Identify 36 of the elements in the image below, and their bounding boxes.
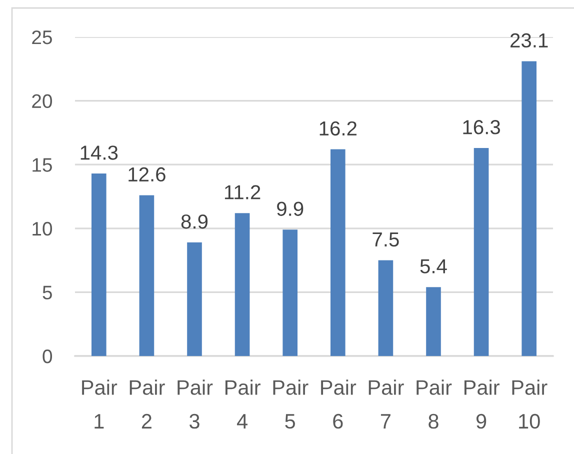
x-tick-label: Pair 8 — [416, 380, 452, 429]
bar — [139, 195, 154, 356]
x-tick-label: Pair 5 — [273, 380, 308, 429]
x-tick-label: Pair 2 — [130, 380, 165, 428]
data-label: 16.3 — [463, 120, 500, 134]
x-tick-label: Pair 7 — [368, 380, 404, 428]
y-tick-label: 5 — [42, 286, 52, 300]
x-tick-label: Pair 6 — [321, 380, 356, 429]
bar — [234, 213, 250, 356]
bar — [474, 148, 489, 356]
data-label: 14.3 — [80, 146, 118, 160]
bar — [91, 174, 106, 356]
data-label: 11.2 — [224, 185, 260, 200]
data-label: 16.2 — [320, 121, 356, 136]
data-label: 8.9 — [181, 214, 208, 229]
data-label: 7.5 — [372, 232, 399, 247]
x-tick-label: Pair 4 — [225, 380, 260, 428]
x-tick-label: Pair 3 — [178, 380, 213, 429]
data-label: 12.6 — [128, 167, 166, 182]
bar — [282, 230, 298, 356]
bar — [378, 260, 394, 356]
bar — [187, 242, 202, 356]
y-tick-label: 15 — [32, 158, 52, 172]
x-tick-label: Pair 9 — [464, 380, 500, 429]
y-tick-label: 10 — [32, 222, 52, 236]
y-tick-label: 25 — [32, 30, 52, 44]
y-tick-label: 20 — [32, 94, 52, 108]
y-tick-label: 0 — [42, 349, 52, 364]
bar — [426, 287, 441, 356]
data-label: 9.9 — [277, 202, 304, 216]
data-label: 5.4 — [420, 259, 447, 274]
x-tick-label: Pair 10 — [512, 380, 548, 429]
data-label: 23.1 — [510, 33, 548, 48]
bar — [522, 61, 537, 356]
x-tick-label: Pair 1 — [82, 380, 118, 428]
bar — [330, 149, 346, 356]
